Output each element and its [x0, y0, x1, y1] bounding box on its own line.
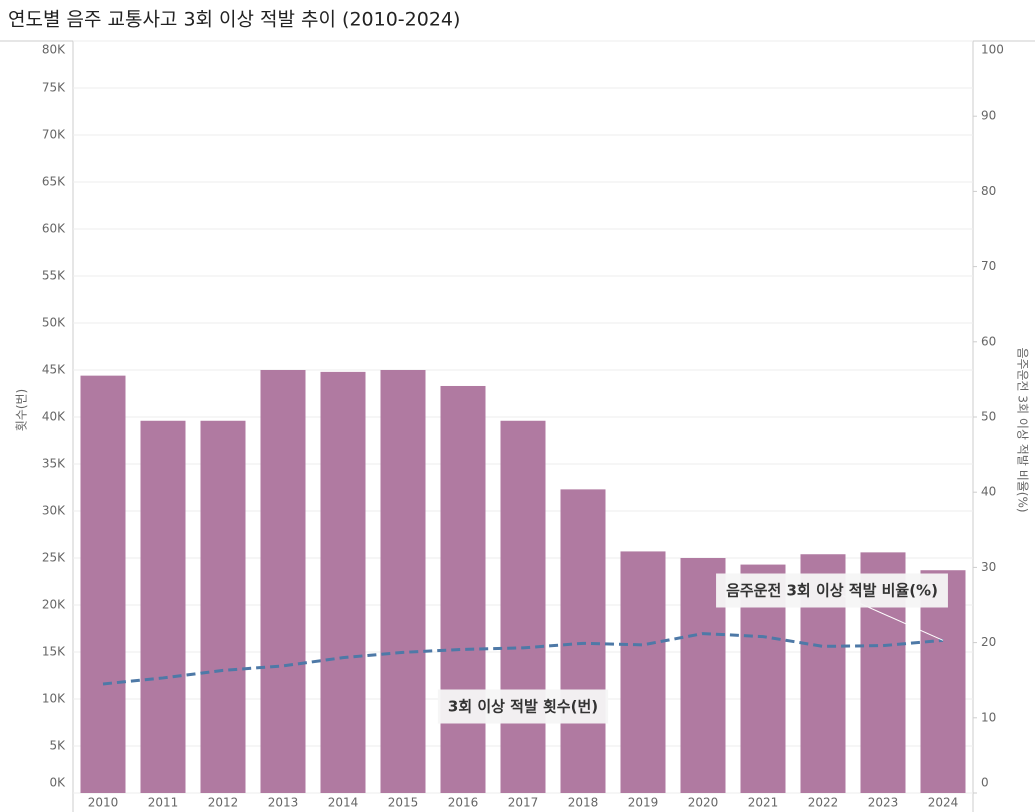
x-tick-label: 2022	[808, 796, 839, 810]
y2-tick-label: 90	[981, 109, 996, 123]
annotation-box	[437, 689, 609, 724]
bar	[560, 489, 606, 793]
annotation-box	[716, 573, 948, 608]
y-tick-label: 25K	[42, 551, 66, 565]
y2-tick-label: 10	[981, 710, 996, 724]
y2-tick-label: 40	[981, 485, 996, 499]
x-tick-label: 2024	[928, 796, 959, 810]
y2-tick-label: 0	[981, 776, 989, 790]
bar	[80, 375, 126, 793]
y-tick-label: 65K	[42, 175, 66, 189]
y-tick-label: 30K	[42, 504, 66, 518]
x-tick-label: 2019	[628, 796, 659, 810]
series-annotation: 음주운전 3회 이상 적발 비율(%)	[726, 582, 938, 600]
y-tick-label: 45K	[42, 363, 66, 377]
y2-tick-label: 50	[981, 410, 996, 424]
y2-axis-title: 음주운전 3회 이상 적발 비율(%)	[1016, 347, 1030, 512]
y-tick-label: 50K	[42, 316, 66, 330]
x-tick-label: 2016	[448, 796, 479, 810]
bar	[380, 370, 426, 793]
y-tick-label: 0K	[49, 776, 66, 790]
y2-tick-label: 20	[981, 635, 996, 649]
y-tick-label: 5K	[49, 739, 66, 753]
x-tick-label: 2010	[88, 796, 119, 810]
series-annotation: 3회 이상 적발 횟수(번)	[448, 698, 598, 716]
y-tick-label: 40K	[42, 410, 66, 424]
y-axis-title: 횟수(번)	[15, 389, 29, 431]
y-tick-label: 60K	[42, 222, 66, 236]
bar	[140, 420, 186, 793]
x-tick-label: 2015	[388, 796, 419, 810]
y-tick-label: 15K	[42, 645, 66, 659]
annotation: 3회 이상 적발 횟수(번)	[437, 689, 609, 724]
y-tick-label: 10K	[42, 692, 66, 706]
x-tick-label: 2013	[268, 796, 299, 810]
x-tick-label: 2012	[208, 796, 239, 810]
annotation: 음주운전 3회 이상 적발 비율(%)	[716, 573, 948, 641]
bar	[620, 551, 666, 793]
y2-tick-label: 100	[981, 43, 1004, 57]
bar	[260, 370, 306, 793]
x-tick-label: 2021	[748, 796, 779, 810]
bar	[320, 371, 366, 793]
y-tick-label: 55K	[42, 269, 66, 283]
bar	[500, 420, 546, 793]
bar	[440, 385, 486, 793]
y-tick-label: 80K	[42, 43, 66, 57]
y2-tick-label: 80	[981, 184, 996, 198]
x-tick-label: 2023	[868, 796, 899, 810]
y-tick-label: 70K	[42, 128, 66, 142]
x-tick-label: 2011	[148, 796, 179, 810]
chart-title: 연도별 음주 교통사고 3회 이상 적발 추이 (2010-2024)	[8, 9, 460, 31]
y2-tick-label: 60	[981, 334, 996, 348]
y-tick-label: 75K	[42, 81, 66, 95]
y2-tick-label: 30	[981, 560, 996, 574]
y-tick-label: 20K	[42, 598, 66, 612]
y2-tick-label: 70	[981, 259, 996, 273]
bar	[200, 420, 246, 793]
x-tick-label: 2018	[568, 796, 599, 810]
line	[102, 632, 944, 686]
x-tick-label: 2014	[328, 796, 359, 810]
y-tick-label: 35K	[42, 457, 66, 471]
x-tick-label: 2017	[508, 796, 539, 810]
x-tick-label: 2020	[688, 796, 719, 810]
